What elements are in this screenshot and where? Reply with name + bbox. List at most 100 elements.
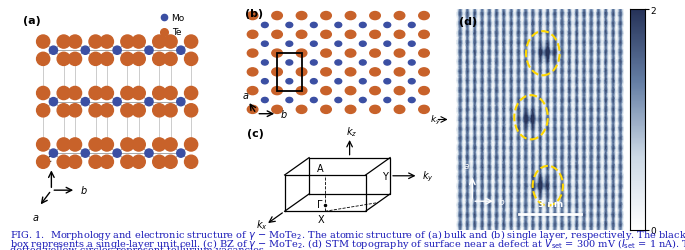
Circle shape [370,50,380,58]
Circle shape [184,138,198,151]
Circle shape [272,68,282,76]
Circle shape [335,61,342,66]
Circle shape [153,156,166,169]
Text: Y: Y [382,171,388,181]
Circle shape [419,50,429,58]
Circle shape [360,23,366,28]
Circle shape [321,50,332,58]
Circle shape [164,36,177,49]
Circle shape [345,12,356,20]
Circle shape [335,79,342,84]
Circle shape [68,36,82,49]
Circle shape [121,53,134,66]
Circle shape [145,47,153,55]
Circle shape [335,42,342,47]
Circle shape [132,104,145,118]
Text: $k_x$: $k_x$ [256,217,268,231]
Circle shape [395,87,405,95]
Circle shape [49,150,58,158]
Circle shape [335,98,342,103]
Circle shape [384,61,390,66]
Circle shape [360,42,366,47]
Circle shape [184,156,198,169]
Circle shape [310,98,317,103]
Circle shape [360,79,366,84]
Circle shape [89,36,102,49]
Text: $\Gamma$: $\Gamma$ [316,197,323,209]
Circle shape [81,150,89,158]
Circle shape [36,87,50,100]
Circle shape [36,104,50,118]
Circle shape [310,61,317,66]
Circle shape [408,79,415,84]
Circle shape [321,31,332,39]
Circle shape [89,87,102,100]
Text: FIG. 1.  Morphology and electronic structure of $\gamma$ $-$ MoTe$_2$. The atomi: FIG. 1. Morphology and electronic struct… [10,227,685,241]
Circle shape [321,12,332,20]
Circle shape [36,36,50,49]
Text: b: b [80,186,86,196]
Circle shape [164,53,177,66]
Circle shape [145,150,153,158]
Circle shape [345,87,356,95]
Circle shape [153,87,166,100]
Circle shape [370,87,380,95]
Circle shape [100,104,114,118]
Circle shape [49,98,58,106]
Circle shape [177,98,185,106]
Circle shape [132,36,145,49]
Circle shape [395,50,405,58]
Circle shape [262,79,269,84]
Circle shape [419,106,429,114]
Circle shape [262,42,269,47]
Circle shape [57,53,71,66]
Text: a: a [243,90,249,101]
Circle shape [184,87,198,100]
Circle shape [262,61,269,66]
Circle shape [184,36,198,49]
Circle shape [286,42,292,47]
Circle shape [286,23,292,28]
Circle shape [164,138,177,151]
Bar [277,54,301,91]
Circle shape [247,106,258,114]
Circle shape [68,53,82,66]
Circle shape [68,104,82,118]
Circle shape [297,106,307,114]
Text: Te: Te [171,28,181,37]
Circle shape [408,42,415,47]
Circle shape [57,104,71,118]
Circle shape [57,87,71,100]
Circle shape [345,50,356,58]
Circle shape [384,23,390,28]
Circle shape [395,68,405,76]
Circle shape [132,138,145,151]
Circle shape [345,68,356,76]
Circle shape [89,138,102,151]
Text: 3 nm: 3 nm [538,199,563,208]
Circle shape [100,53,114,66]
Circle shape [132,87,145,100]
Circle shape [419,87,429,95]
Circle shape [100,36,114,49]
Circle shape [395,31,405,39]
Circle shape [321,68,332,76]
Circle shape [272,50,282,58]
Circle shape [100,156,114,169]
Circle shape [49,47,58,55]
Circle shape [164,104,177,118]
Circle shape [345,31,356,39]
Circle shape [247,68,258,76]
Circle shape [36,53,50,66]
Circle shape [310,23,317,28]
Text: (b): (b) [245,9,263,19]
Circle shape [153,53,166,66]
Circle shape [68,87,82,100]
Circle shape [297,68,307,76]
Circle shape [132,53,145,66]
Circle shape [297,12,307,20]
Circle shape [81,98,89,106]
Circle shape [100,138,114,151]
Circle shape [177,47,185,55]
Circle shape [395,106,405,114]
